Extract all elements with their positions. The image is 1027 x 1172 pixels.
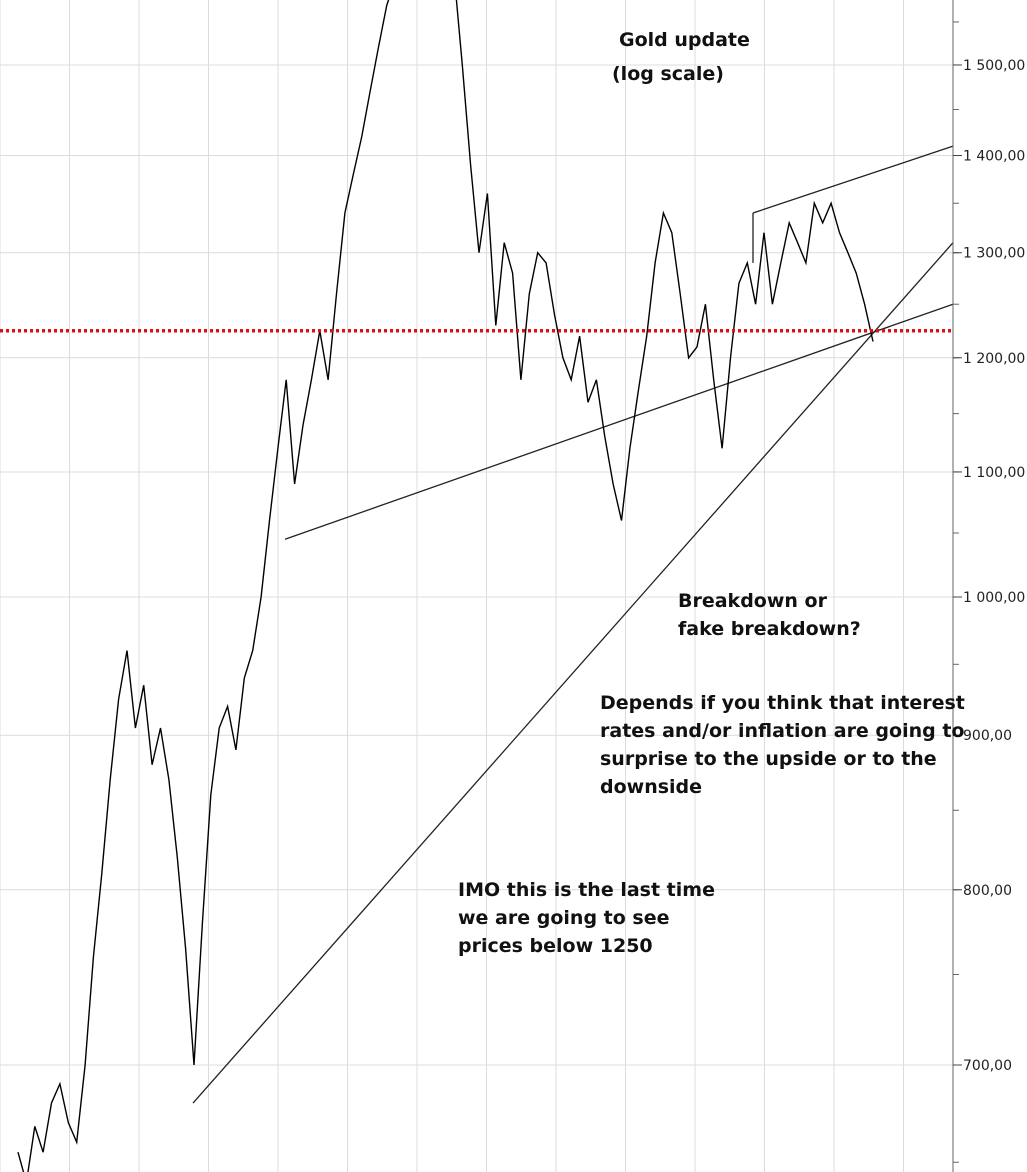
trendline	[284, 303, 954, 540]
grid	[0, 0, 953, 1172]
y-tick-label: 800,00	[963, 883, 1012, 899]
trendline	[752, 145, 954, 214]
y-tick-label: 1 300,00	[963, 246, 1025, 262]
y-tick-label: 900,00	[963, 728, 1012, 744]
y-tick-label: 1 400,00	[963, 149, 1025, 165]
y-tick-label: 1 500,00	[963, 58, 1025, 74]
price-axis: 700,00 800,00 900,00 1 000,00 1 100,00 1 200,…	[952, 0, 1025, 1172]
trendline	[192, 242, 954, 1104]
chart-title: Gold update	[619, 29, 750, 51]
chart-subtitle: (log scale)	[612, 63, 724, 85]
y-tick-label: 700,00	[963, 1058, 1012, 1074]
y-tick-label: 1 200,00	[963, 351, 1025, 367]
breakdown-note: Breakdown or fake breakdown?	[678, 590, 861, 640]
trendlines	[192, 145, 954, 1104]
y-tick-label: 1 100,00	[963, 465, 1025, 481]
imo-note: IMO this is the last time we are going t…	[458, 879, 715, 957]
price-series-line	[17, 0, 874, 1172]
y-tick-label: 1 000,00	[963, 590, 1025, 606]
depends-note: Depends if you think that interest rates…	[600, 692, 965, 798]
